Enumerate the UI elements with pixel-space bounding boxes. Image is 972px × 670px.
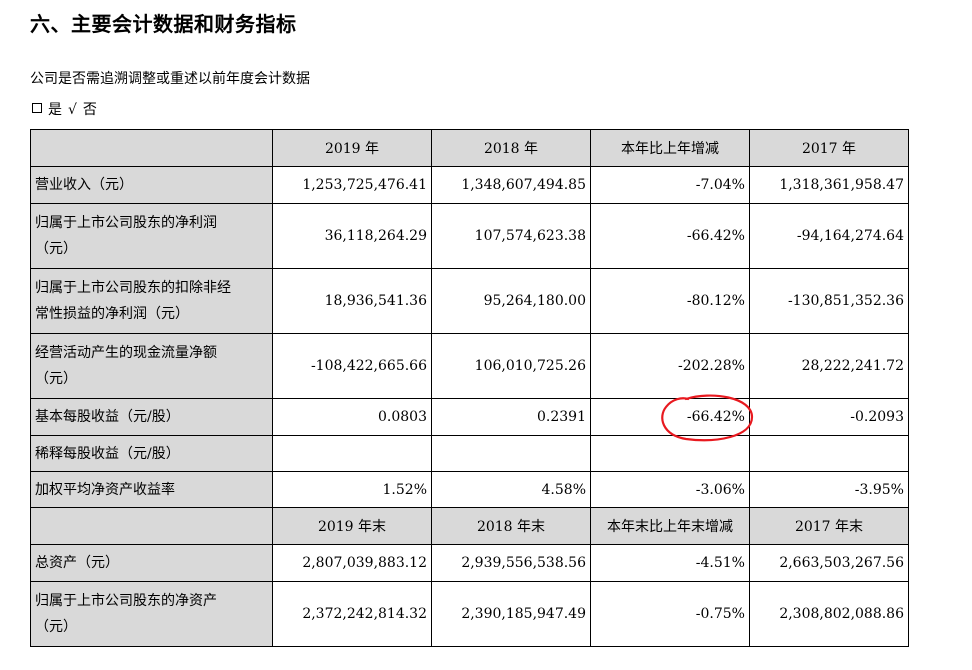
table-row: 基本每股收益（元/股） 0.0803 0.2391 -66.42% -0.209… [30,398,909,436]
table-row: 归属于上市公司股东的扣除非经 常性损益的净利润（元） 18,936,541.36 … [30,268,909,334]
table-row: 营业收入（元） 1,253,725,476.41 1,348,607,494.8… [30,166,909,204]
row-label: 归属于上市公司股东的净资产 （元） [30,581,273,647]
value-cell: 1,253,725,476.41 [272,166,432,204]
table-row: 归属于上市公司股东的净资产 （元） 2,372,242,814.32 2,390,… [30,581,909,647]
header-cell: 2019 年末 [272,507,432,545]
table-row: 总资产（元） 2,807,039,883.12 2,939,556,538.56… [30,544,909,582]
value-cell: 4.58% [431,471,591,508]
value-cell: 0.0803 [272,398,432,436]
value-cell: -130,851,352.36 [749,268,909,334]
table-row: 加权平均净资产收益率 1.52% 4.58% -3.06% -3.95% [30,471,909,508]
header-cell: 2017 年末 [749,507,909,545]
section-heading: 六、主要会计数据和财务指标 [30,12,297,36]
row-label: 总资产（元） [30,544,273,582]
value-cell: -4.51% [590,544,750,582]
value-cell: 2,372,242,814.32 [272,581,432,647]
value-cell: -66.42% [590,203,750,269]
value-cell [749,435,909,472]
table-row: 归属于上市公司股东的净利润 （元） 36,118,264.29 107,574,6… [30,203,909,269]
header-row-years: 2019 年 2018 年 本年比上年增减 2017 年 [30,129,909,167]
header-cell: 2019 年 [272,129,432,167]
value-cell: 107,574,623.38 [431,203,591,269]
header-cell: 2017 年 [749,129,909,167]
value-cell: 0.2391 [431,398,591,436]
value-cell: 95,264,180.00 [431,268,591,334]
unchecked-box-icon [32,103,42,113]
table-row: 经营活动产生的现金流量净额 （元） -108,422,665.66 106,010… [30,333,909,399]
restatement-answer: 是 √ 否 [32,99,103,119]
check-mark: √ [68,102,77,118]
financial-data-table: 2019 年 2018 年 本年比上年增减 2017 年 营业收入（元） 1,2… [30,129,909,647]
value-cell: 1,348,607,494.85 [431,166,591,204]
answer-yes: 是 [48,102,62,118]
row-label: 加权平均净资产收益率 [30,471,273,508]
value-cell: -108,422,665.66 [272,333,432,399]
value-cell: 2,939,556,538.56 [431,544,591,582]
answer-no: 否 [82,102,97,118]
row-label: 归属于上市公司股东的净利润 （元） [30,203,273,269]
value-cell: 1,318,361,958.47 [749,166,909,204]
value-cell: -7.04% [590,166,750,204]
row-label: 基本每股收益（元/股） [30,398,273,436]
row-label: 稀释每股收益（元/股） [30,435,273,472]
value-cell: 28,222,241.72 [749,333,909,399]
value-cell: 1.52% [272,471,432,508]
row-label: 经营活动产生的现金流量净额 （元） [30,333,273,399]
value-cell: 2,807,039,883.12 [272,544,432,582]
value-cell: 18,936,541.36 [272,268,432,334]
header-row-year-end: 2019 年末 2018 年末 本年末比上年末增减 2017 年末 [30,507,909,545]
value-cell: -94,164,274.64 [749,203,909,269]
value-cell: 2,308,802,088.86 [749,581,909,647]
value-cell: -66.42% [590,398,750,436]
value-cell: -202.28% [590,333,750,399]
value-cell: -3.06% [590,471,750,508]
header-cell: 本年比上年增减 [590,129,750,167]
value-cell: -0.75% [590,581,750,647]
value-cell: 106,010,725.26 [431,333,591,399]
value-cell: 2,663,503,267.56 [749,544,909,582]
value-cell: 36,118,264.29 [272,203,432,269]
row-label: 归属于上市公司股东的扣除非经 常性损益的净利润（元） [30,268,273,334]
value-cell [272,435,432,472]
value-cell [431,435,591,472]
header-cell: 2018 年 [431,129,591,167]
row-label: 营业收入（元） [30,166,273,204]
header-cell: 本年末比上年末增减 [590,507,750,545]
value-cell: -0.2093 [749,398,909,436]
header-blank-cell [30,507,273,545]
table-row: 稀释每股收益（元/股） [30,435,909,472]
value-cell: -3.95% [749,471,909,508]
header-blank-cell [30,129,273,167]
value-cell [590,435,750,472]
restatement-question: 公司是否需追溯调整或重述以前年度会计数据 [30,71,310,87]
value-cell: 2,390,185,947.49 [431,581,591,647]
value-cell: -80.12% [590,268,750,334]
header-cell: 2018 年末 [431,507,591,545]
